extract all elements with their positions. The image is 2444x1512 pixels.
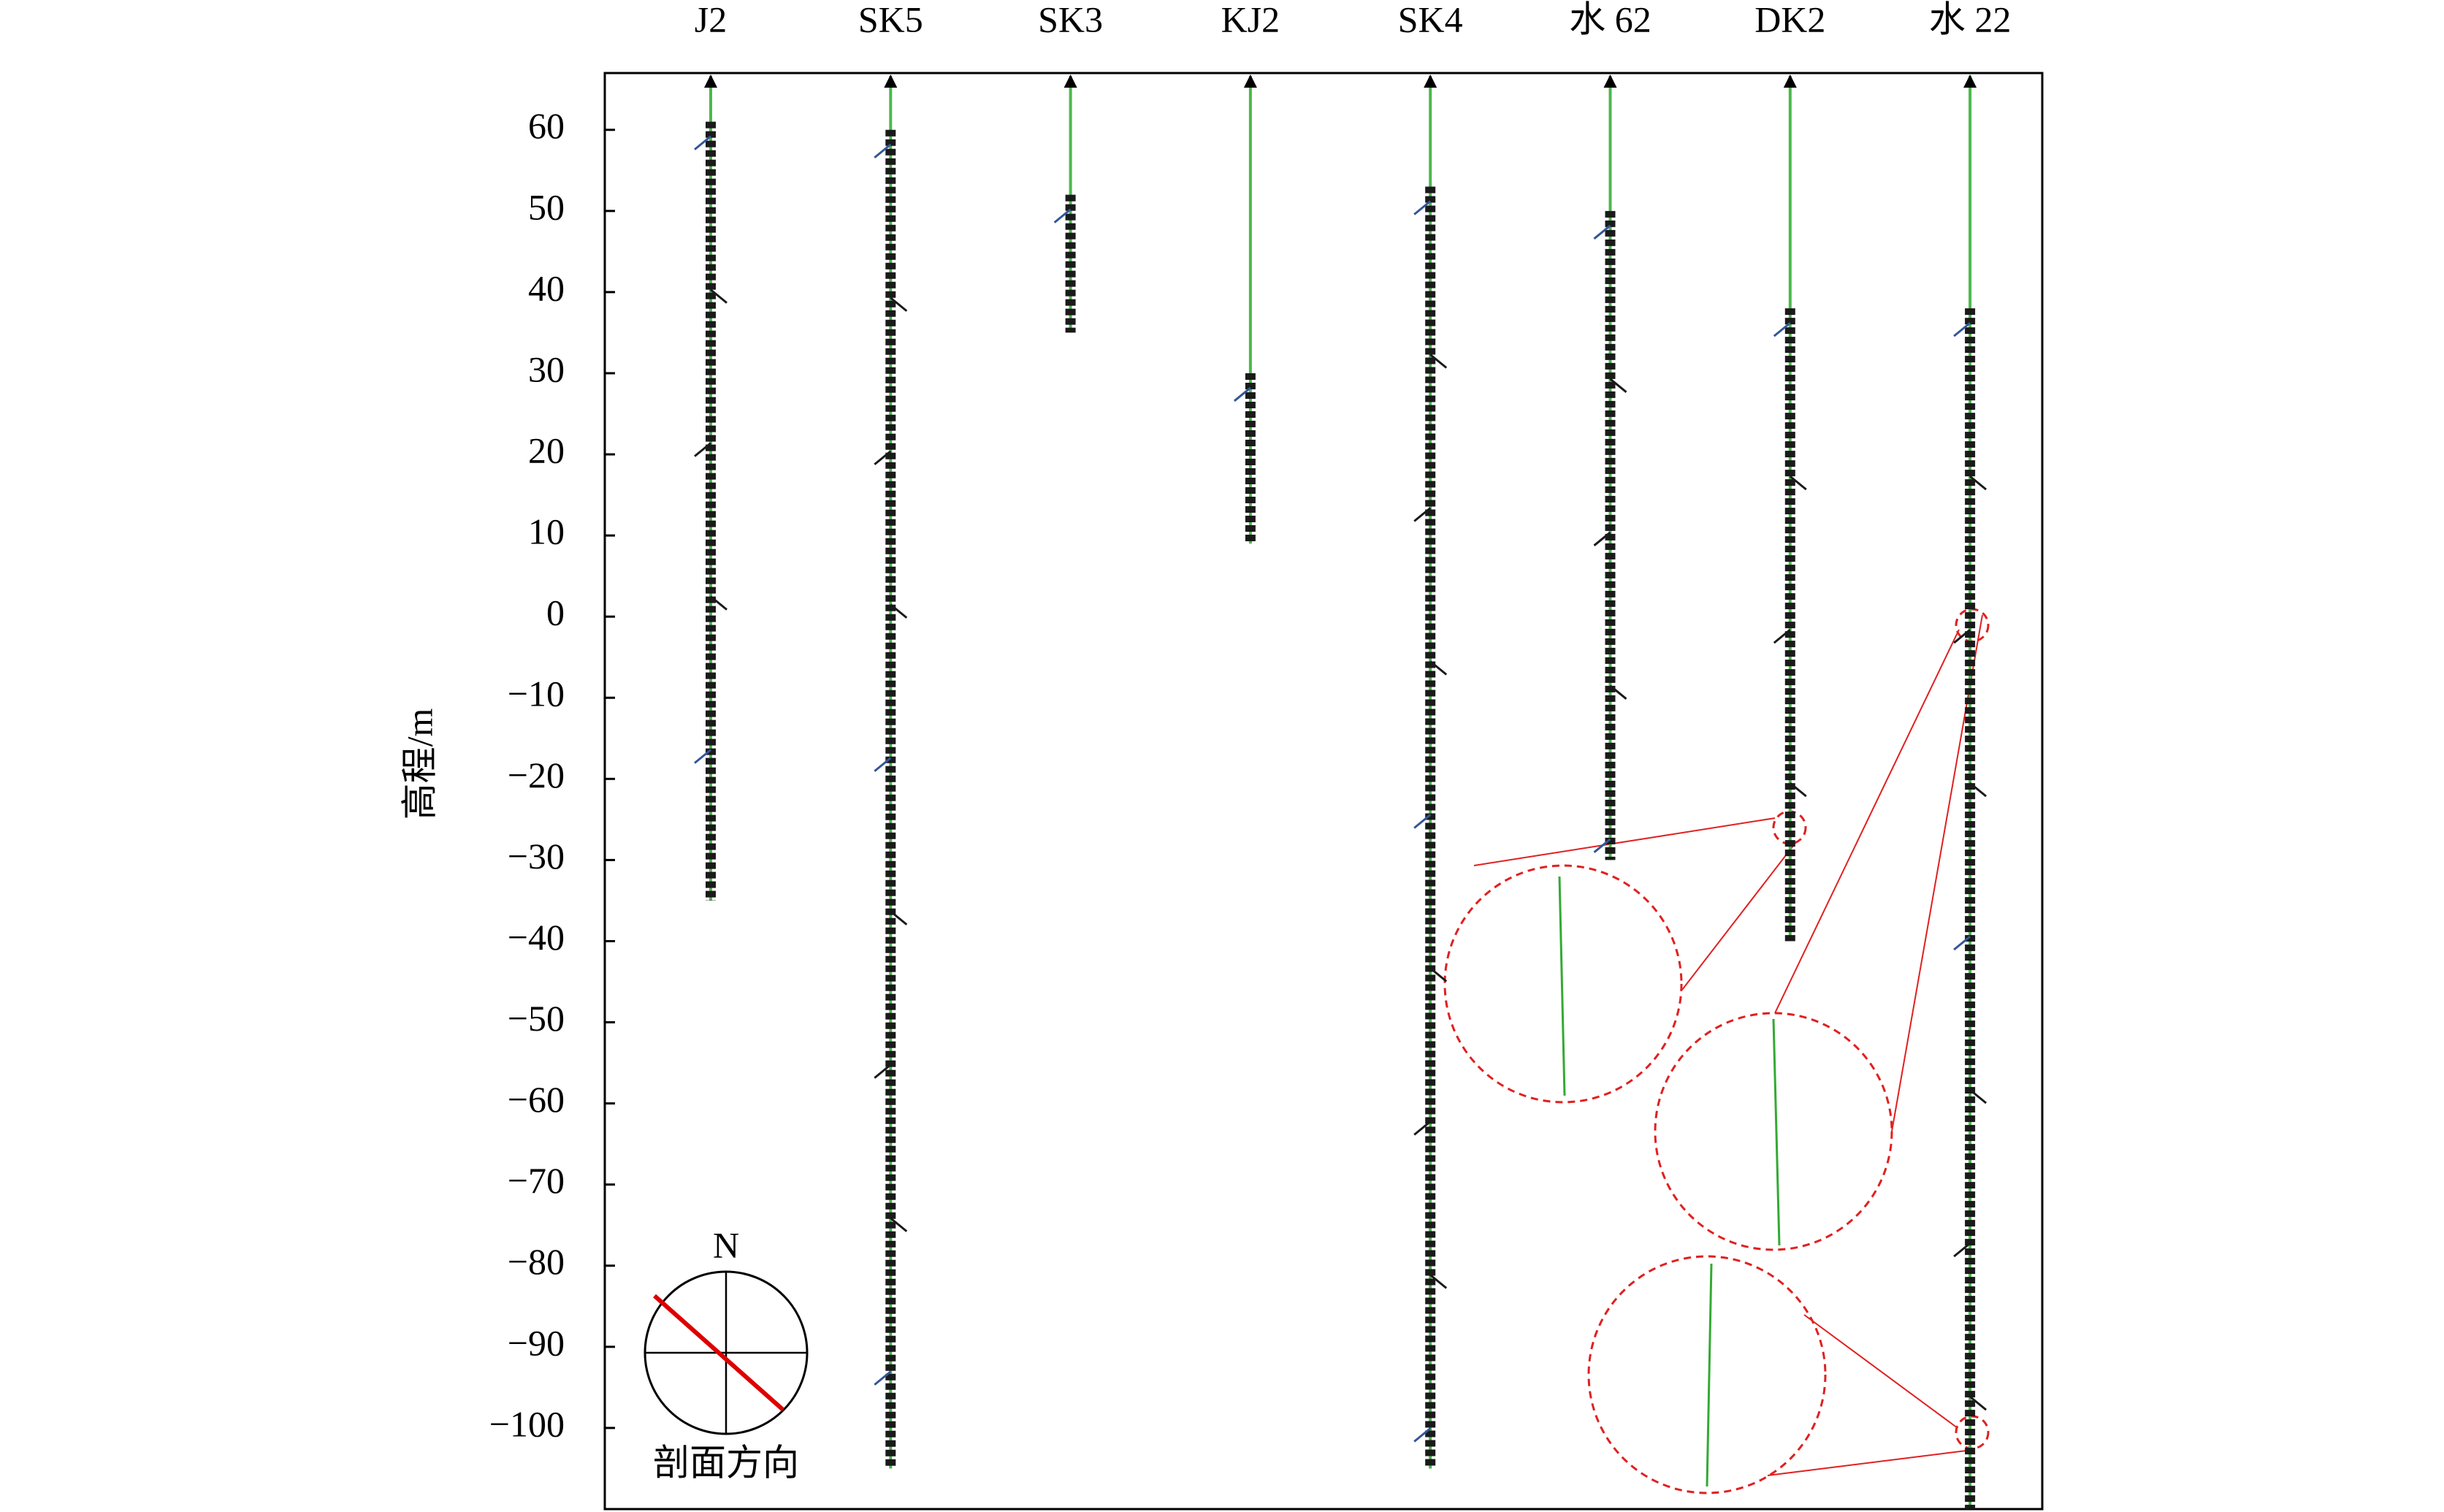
orientation-arrow: [710, 595, 728, 611]
y-tick-label: 10: [528, 511, 565, 552]
compass-label: 剖面方向: [653, 1442, 799, 1483]
orientation-arrow: [1593, 838, 1611, 853]
well-label: 水 62: [1569, 0, 1651, 39]
zoom-trace: [1772, 1018, 1781, 1246]
well-label: SK5: [858, 0, 923, 39]
orientation-arrow: [890, 603, 908, 619]
orientation-arrow: [1413, 814, 1432, 829]
connector: [1803, 1314, 1958, 1429]
y-tick-label: −90: [508, 1322, 565, 1363]
well-arrowhead: [704, 75, 717, 88]
well-arrowhead: [1963, 75, 1977, 88]
zoom-detail: [1558, 876, 1781, 1487]
well-arrowhead: [884, 75, 898, 88]
orientation-arrow: [890, 1217, 908, 1232]
orientation-arrow: [1773, 628, 1791, 644]
orientation-arrow: [1969, 1088, 1987, 1104]
orientation-arrow: [1609, 378, 1627, 393]
orientation-arrow: [1953, 935, 1971, 951]
orientation-arrow: [890, 297, 908, 312]
orientation-arrow: [1413, 1427, 1432, 1443]
connector: [1473, 817, 1776, 866]
well-label: J2: [695, 0, 727, 39]
orientation-arrow: [1773, 321, 1791, 337]
orientation-arrow: [1593, 531, 1611, 546]
orientation-arrow: [1953, 321, 1971, 337]
orientation-arrow: [874, 1064, 892, 1079]
y-tick-label: −30: [508, 836, 565, 877]
y-tick-label: 30: [528, 348, 565, 389]
orientation-arrow: [1429, 1274, 1448, 1289]
well-arrowhead: [1424, 75, 1437, 88]
orientation-arrow: [1429, 354, 1448, 369]
y-tick-label: 60: [528, 105, 565, 146]
orientation-arrow: [1969, 782, 1987, 798]
orientation-arrow: [874, 143, 892, 159]
orientation-arrow: [1429, 660, 1448, 676]
orientation-arrow: [1969, 1395, 1987, 1411]
y-tick-label: −20: [508, 755, 565, 795]
orientation-arrow: [1413, 1120, 1432, 1136]
y-tick-label: −40: [508, 917, 565, 958]
zoom-circle: [1587, 1255, 1827, 1494]
y-tick-label: 0: [546, 592, 565, 633]
orientation-arrow: [1233, 386, 1251, 402]
y-tick-label: −80: [508, 1241, 565, 1282]
section-direction: [653, 1294, 784, 1412]
well-arrowhead: [1243, 75, 1257, 88]
y-tick-label: −50: [508, 998, 565, 1039]
orientation-arrow: [874, 1370, 892, 1386]
y-tick-label: −60: [508, 1079, 565, 1120]
well-label: DK2: [1754, 0, 1825, 39]
zoom-trace: [1706, 1263, 1713, 1487]
y-tick-label: −10: [508, 673, 565, 714]
orientation-arrow: [694, 442, 711, 457]
orientation-arrow: [1413, 200, 1432, 215]
zoom-insets: [1443, 608, 1990, 1494]
zoom-connectors: [1473, 614, 1983, 1476]
well-arrowhead: [1603, 75, 1617, 88]
y-tick-label: 40: [528, 267, 565, 308]
well-label: KJ2: [1221, 0, 1280, 39]
zoom-trace: [1558, 876, 1566, 1096]
orientation-arrow: [1953, 628, 1971, 644]
orientation-arrow: [1789, 475, 1807, 491]
well-label: 水 22: [1929, 0, 2012, 39]
connector: [1681, 842, 1796, 990]
connector: [1767, 1449, 1973, 1476]
orientation-arrow: [1413, 507, 1432, 522]
well-arrowhead: [1783, 75, 1797, 88]
orientation-arrow: [710, 289, 728, 304]
well-arrowhead: [1063, 75, 1077, 88]
y-tick-label: −100: [489, 1403, 565, 1444]
orientation-arrow: [1953, 1242, 1971, 1258]
y-tick-label: 20: [528, 430, 565, 471]
orientation-arrow: [1429, 967, 1448, 982]
y-tick-label: −70: [508, 1160, 565, 1201]
orientation-arrow: [874, 450, 892, 465]
zoom-circle: [1443, 864, 1683, 1104]
y-axis-label: 高程/m: [399, 709, 440, 820]
orientation-arrow: [890, 910, 908, 925]
compass: N 剖面方向: [644, 1224, 809, 1483]
orientation-arrow: [1593, 224, 1611, 240]
y-tick-label: 50: [528, 186, 565, 227]
compass-north: N: [713, 1224, 739, 1265]
plot-frame: [603, 72, 2044, 1511]
orientation-arrow: [694, 749, 711, 764]
orientation-arrow: [874, 757, 892, 772]
orientation-arrow: [694, 135, 711, 150]
orientation-arrow: [1609, 684, 1627, 700]
orientation-arrow: [1053, 208, 1072, 224]
orientation-arrow: [1789, 782, 1807, 798]
well-label: SK3: [1038, 0, 1103, 39]
orientation-arrow: [1969, 475, 1987, 491]
well-label: SK4: [1398, 0, 1463, 39]
connector: [1774, 629, 1960, 1014]
